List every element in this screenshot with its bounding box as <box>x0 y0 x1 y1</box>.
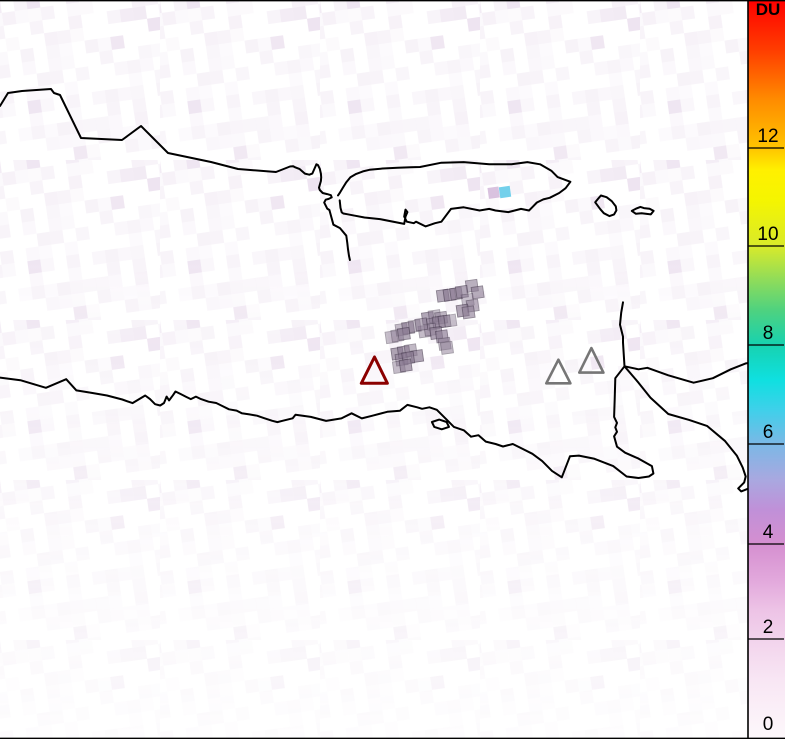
svg-text:12: 12 <box>757 126 778 147</box>
svg-text:6: 6 <box>763 422 774 443</box>
svg-text:0: 0 <box>763 714 774 735</box>
svg-text:2: 2 <box>763 617 774 638</box>
svg-text:10: 10 <box>757 224 778 245</box>
svg-text:DU: DU <box>756 0 781 19</box>
svg-text:8: 8 <box>763 323 774 344</box>
svg-text:4: 4 <box>763 522 774 543</box>
